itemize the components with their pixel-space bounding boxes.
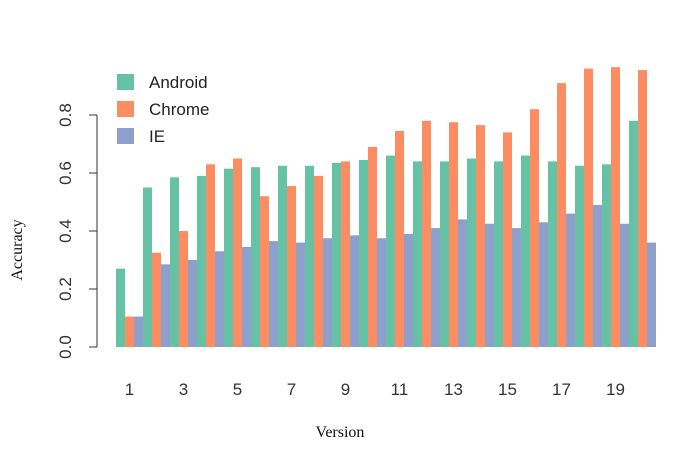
- bar-ie-2: [161, 264, 170, 347]
- bar-chrome-12: [422, 120, 431, 347]
- bar-chrome-3: [179, 231, 188, 347]
- bar-ie-20: [647, 242, 656, 347]
- bar-ie-4: [215, 251, 224, 347]
- bar-chrome-10: [368, 146, 377, 347]
- bar-ie-10: [377, 238, 386, 347]
- bar-chrome-2: [152, 252, 161, 347]
- bar-android-2: [143, 187, 152, 347]
- bar-ie-17: [566, 213, 575, 347]
- x-tick-label: 19: [606, 380, 625, 399]
- bar-ie-5: [242, 246, 251, 347]
- legend: Android Chrome IE: [117, 73, 209, 146]
- x-tick-label: 13: [444, 380, 463, 399]
- bar-ie-7: [296, 242, 305, 347]
- bar-ie-1: [134, 316, 143, 347]
- legend-swatch-android: [117, 74, 134, 90]
- x-axis-title: Version: [316, 424, 365, 441]
- bar-android-6: [251, 167, 260, 347]
- legend-swatch-ie: [117, 128, 134, 144]
- bar-chrome-19: [611, 67, 620, 348]
- bar-android-11: [386, 155, 395, 347]
- bar-android-1: [116, 268, 125, 347]
- bar-android-3: [170, 177, 179, 347]
- bar-chrome-15: [503, 132, 512, 347]
- y-tick-label: 0.8: [56, 103, 75, 127]
- x-tick-label: 3: [179, 380, 188, 399]
- bar-chrome-11: [395, 130, 404, 347]
- x-tick-label: 9: [341, 380, 350, 399]
- bar-android-5: [224, 168, 233, 347]
- bar-android-13: [440, 161, 449, 347]
- bar-chrome-8: [314, 175, 323, 347]
- bar-chrome-5: [233, 158, 242, 347]
- bar-android-20: [629, 120, 638, 347]
- bar-ie-12: [431, 228, 440, 347]
- bar-ie-8: [323, 238, 332, 347]
- legend-swatch-chrome: [117, 101, 134, 117]
- bar-chrome-7: [287, 186, 296, 347]
- bar-chrome-13: [449, 122, 458, 347]
- x-tick-label: 15: [498, 380, 517, 399]
- y-tick-label: 0.4: [56, 219, 75, 243]
- bar-android-15: [494, 161, 503, 347]
- legend-label-chrome: Chrome: [149, 100, 209, 119]
- bar-android-7: [278, 165, 287, 347]
- bar-android-17: [548, 161, 557, 347]
- bar-ie-16: [539, 222, 548, 347]
- bar-chrome-18: [584, 68, 593, 347]
- x-tick-label: 7: [287, 380, 296, 399]
- bar-android-9: [332, 162, 341, 347]
- bar-chrome-4: [206, 164, 215, 347]
- bar-android-16: [521, 155, 530, 347]
- y-tick-label: 0.6: [56, 161, 75, 185]
- bar-android-4: [197, 175, 206, 347]
- bar-ie-15: [512, 228, 521, 347]
- bar-chrome-1: [125, 316, 134, 347]
- bar-android-12: [413, 161, 422, 347]
- bar-chrome-9: [341, 161, 350, 347]
- bar-android-14: [467, 158, 476, 347]
- bars-group: [116, 67, 656, 348]
- y-tick-label: 0.0: [56, 335, 75, 359]
- x-tick-label: 17: [552, 380, 571, 399]
- x-tick-label: 5: [233, 380, 242, 399]
- bar-ie-18: [593, 204, 602, 347]
- bar-android-18: [575, 165, 584, 347]
- bar-chrome-14: [476, 125, 485, 348]
- y-axis: 0.0 0.2 0.4 0.6 0.8: [56, 103, 98, 359]
- bar-chrome-20: [638, 70, 647, 348]
- bar-android-19: [602, 164, 611, 347]
- bar-chrome-16: [530, 109, 539, 347]
- bar-ie-3: [188, 260, 197, 347]
- legend-label-android: Android: [149, 73, 208, 92]
- y-tick-label: 0.2: [56, 277, 75, 301]
- x-tick-label: 11: [391, 380, 409, 399]
- x-axis: 1 3 5 7 9 11 13 15 17 19: [125, 380, 625, 399]
- bar-ie-9: [350, 235, 359, 347]
- bar-ie-13: [458, 219, 467, 347]
- bar-chrome-17: [557, 83, 566, 347]
- bar-android-8: [305, 165, 314, 347]
- bar-ie-19: [620, 223, 629, 347]
- y-axis-title: Accuracy: [9, 219, 26, 280]
- bar-chrome-6: [260, 196, 269, 347]
- x-tick-label: 1: [125, 380, 134, 399]
- bar-android-10: [359, 159, 368, 347]
- legend-label-ie: IE: [149, 127, 165, 146]
- bar-ie-14: [485, 223, 494, 347]
- bar-ie-6: [269, 241, 278, 347]
- bar-ie-11: [404, 233, 413, 347]
